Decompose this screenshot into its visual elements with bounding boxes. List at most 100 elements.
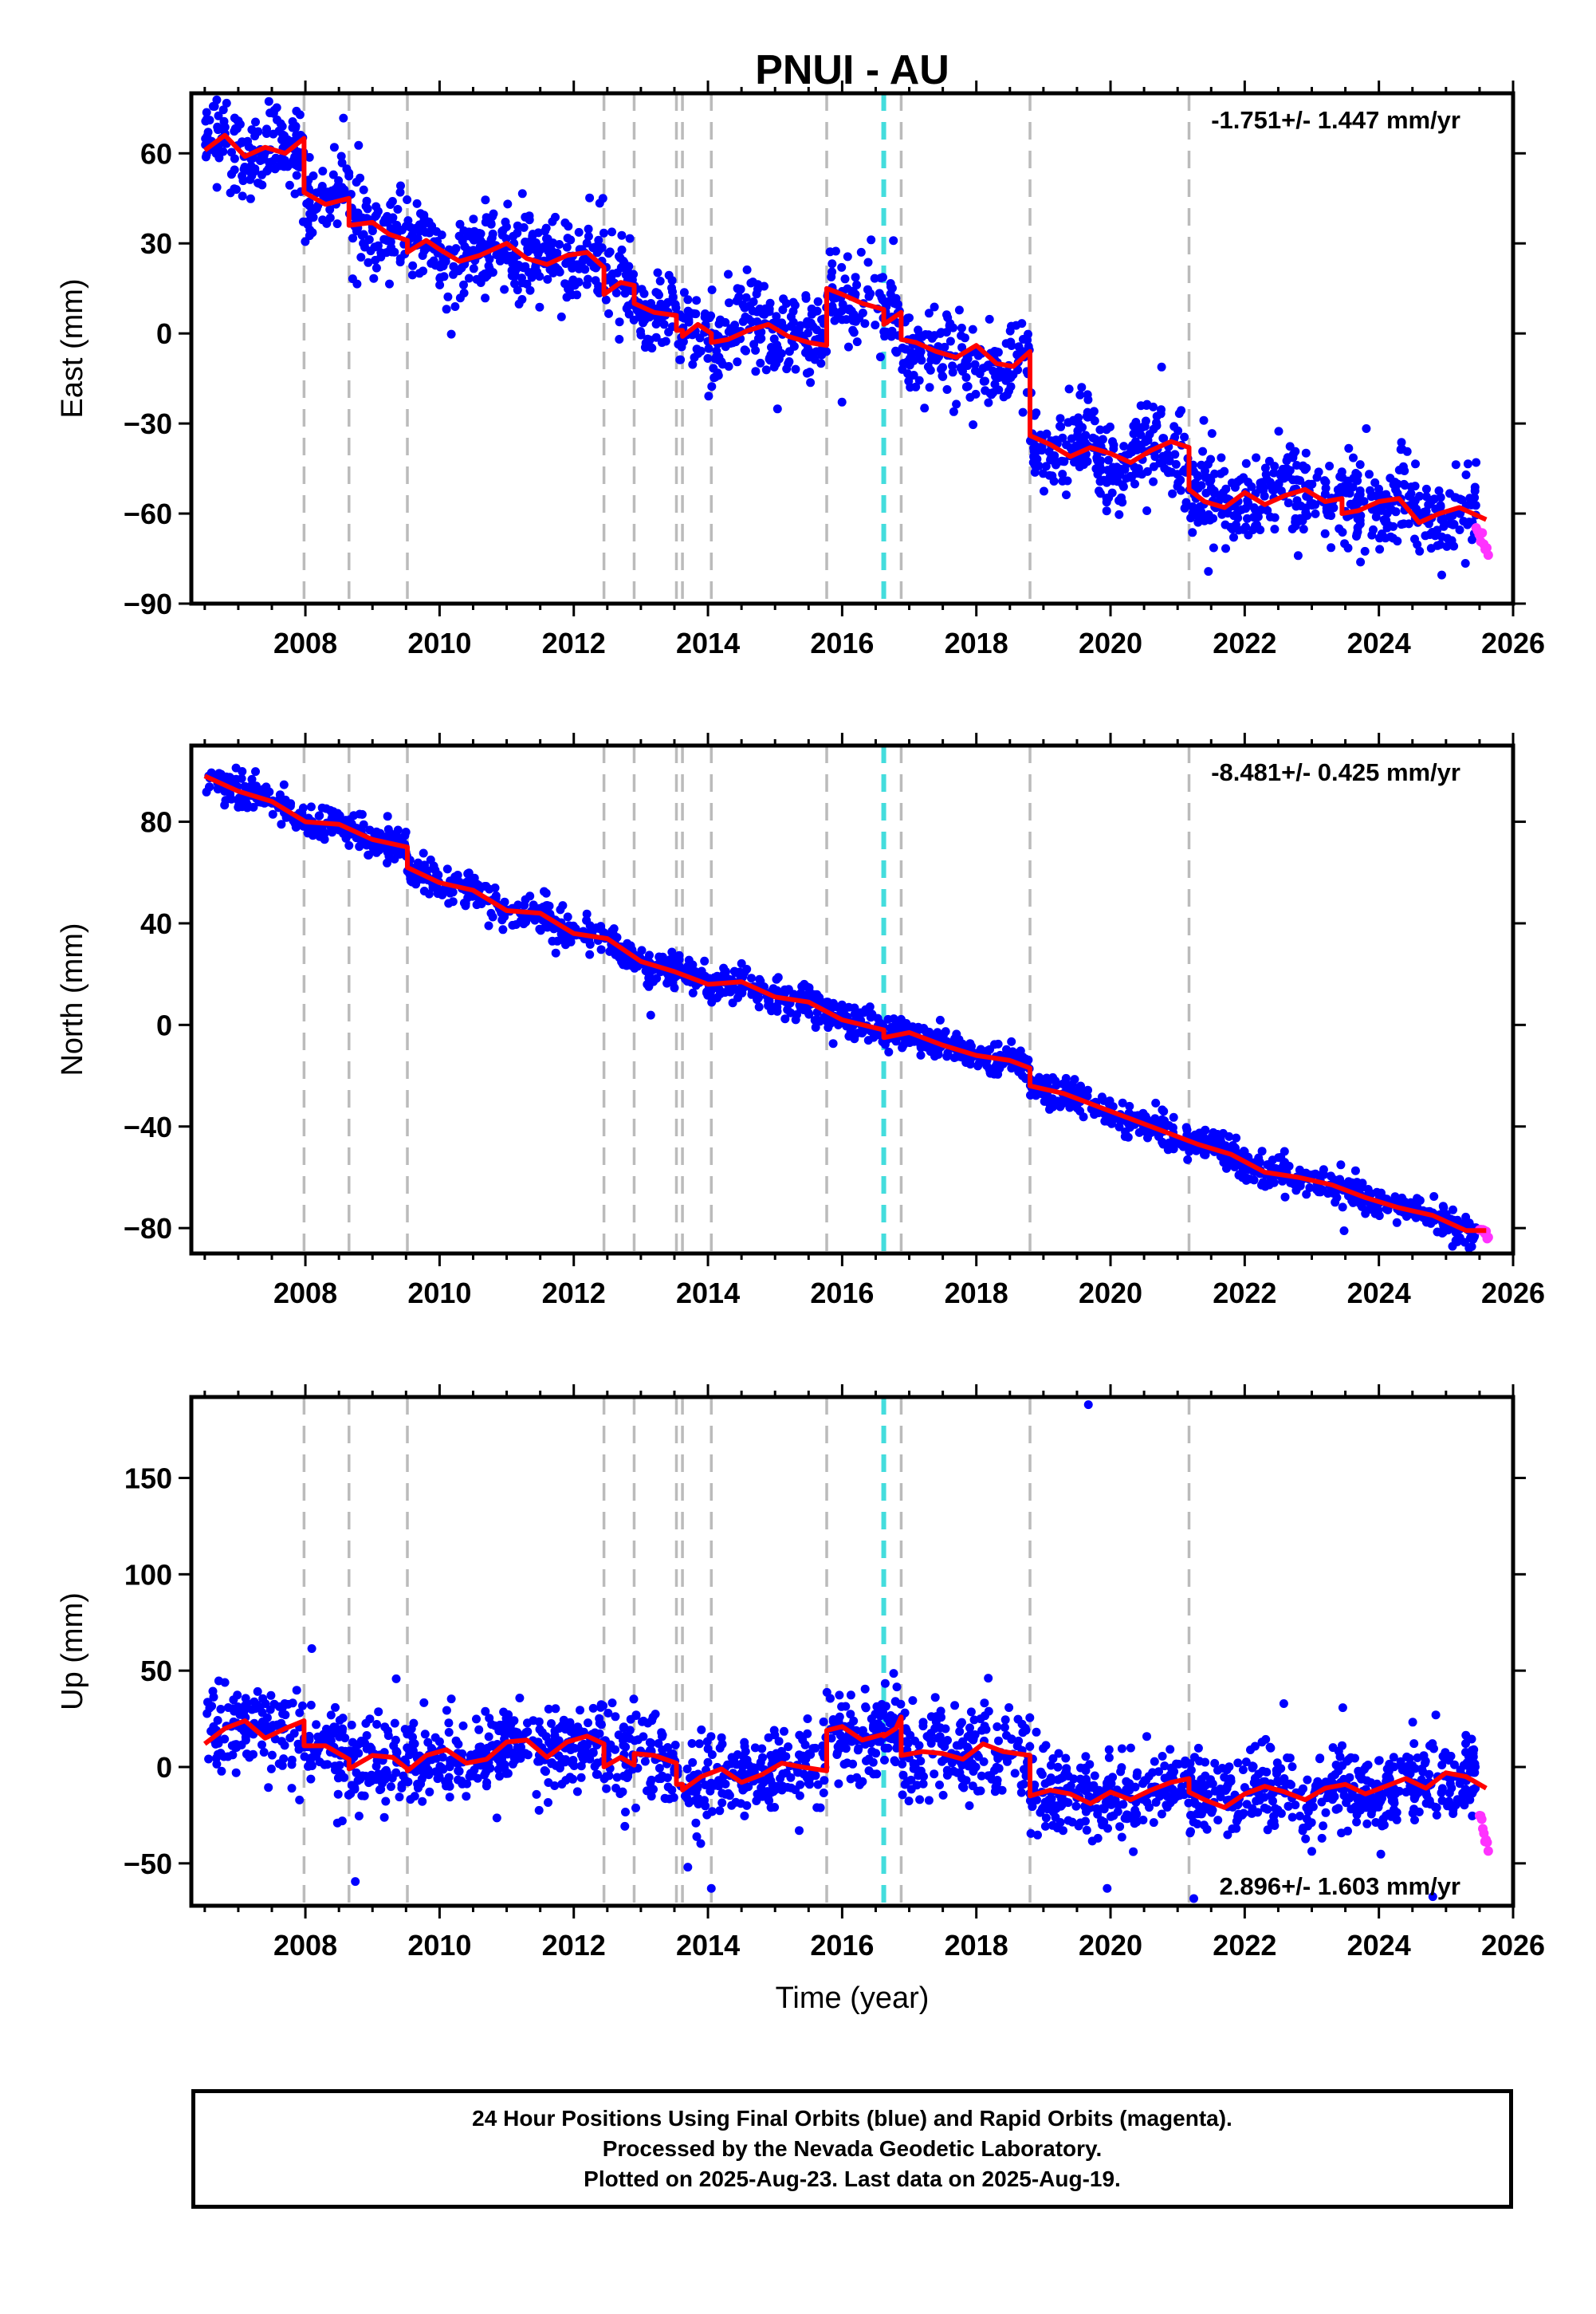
final-orbit-point bbox=[263, 166, 272, 175]
final-orbit-point bbox=[990, 1040, 999, 1049]
final-orbit-point bbox=[227, 169, 237, 179]
final-orbit-point bbox=[371, 263, 381, 273]
final-orbit-point bbox=[852, 337, 862, 347]
final-orbit-point bbox=[1001, 339, 1011, 348]
final-orbit-point bbox=[1463, 459, 1472, 469]
final-orbit-point bbox=[222, 98, 231, 108]
final-orbit-point bbox=[517, 295, 527, 304]
final-orbit-point bbox=[875, 352, 885, 362]
final-orbit-point bbox=[240, 781, 250, 791]
final-orbit-point bbox=[391, 1746, 401, 1756]
final-orbit-point bbox=[462, 1792, 471, 1801]
final-orbit-point bbox=[500, 285, 509, 294]
final-orbit-point bbox=[285, 801, 295, 811]
final-orbit-point bbox=[564, 222, 573, 231]
final-orbit-point bbox=[1141, 437, 1150, 447]
final-orbit-point bbox=[295, 1795, 305, 1804]
x-tick-label: 2022 bbox=[1213, 627, 1276, 659]
final-orbit-point bbox=[1159, 434, 1169, 443]
final-orbit-point bbox=[1287, 524, 1297, 533]
final-orbit-point bbox=[1253, 512, 1263, 521]
final-orbit-point bbox=[1397, 1193, 1407, 1202]
final-orbit-point bbox=[484, 262, 493, 270]
final-orbit-point bbox=[281, 795, 290, 805]
final-orbit-point bbox=[655, 277, 665, 285]
rapid-orbit-point bbox=[1483, 1232, 1493, 1242]
final-orbit-point bbox=[1208, 1131, 1217, 1141]
final-orbit-point bbox=[645, 1737, 655, 1747]
final-orbit-point bbox=[1125, 1101, 1134, 1111]
final-orbit-point bbox=[1234, 1171, 1244, 1180]
final-orbit-point bbox=[848, 310, 858, 320]
final-orbit-point bbox=[1338, 473, 1347, 482]
final-orbit-point bbox=[1104, 455, 1113, 465]
final-orbit-point bbox=[999, 392, 1008, 402]
final-orbit-point bbox=[1421, 1218, 1431, 1227]
final-orbit-point bbox=[1006, 382, 1016, 392]
final-orbit-point bbox=[1463, 520, 1472, 529]
final-orbit-point bbox=[1114, 1122, 1124, 1131]
final-orbit-point bbox=[1326, 502, 1335, 511]
final-orbit-point bbox=[820, 1776, 829, 1785]
final-orbit-point bbox=[1433, 541, 1442, 550]
final-orbit-point bbox=[968, 325, 977, 334]
final-orbit-point bbox=[332, 219, 342, 229]
final-orbit-point bbox=[1008, 370, 1018, 380]
final-orbit-point bbox=[898, 1759, 907, 1769]
final-orbit-point bbox=[201, 116, 210, 126]
final-orbit-point bbox=[446, 329, 456, 339]
final-orbit-point bbox=[871, 321, 880, 330]
final-orbit-point bbox=[742, 265, 752, 274]
final-orbit-point bbox=[257, 1740, 266, 1749]
final-orbit-point bbox=[241, 796, 250, 805]
final-orbit-point bbox=[898, 1790, 907, 1800]
final-orbit-point bbox=[1393, 489, 1402, 498]
final-orbit-point bbox=[1151, 1098, 1161, 1108]
final-orbit-point bbox=[287, 1784, 297, 1793]
final-orbit-point bbox=[408, 1733, 417, 1741]
final-orbit-point bbox=[926, 356, 936, 365]
final-orbit-point bbox=[535, 924, 544, 934]
final-orbit-point bbox=[541, 888, 551, 898]
final-orbit-point bbox=[407, 230, 417, 240]
final-orbit-point bbox=[216, 1705, 226, 1714]
final-orbit-point bbox=[1335, 1175, 1345, 1184]
final-orbit-point bbox=[504, 1710, 513, 1719]
x-tick-label: 2016 bbox=[810, 627, 874, 659]
final-orbit-point bbox=[529, 900, 538, 910]
final-orbit-point bbox=[646, 1010, 655, 1020]
final-orbit-point bbox=[930, 302, 939, 312]
final-orbit-point bbox=[521, 262, 530, 271]
final-orbit-point bbox=[588, 1703, 598, 1713]
final-orbit-point bbox=[917, 356, 926, 365]
final-orbit-point bbox=[688, 360, 698, 369]
final-orbit-point bbox=[1037, 1769, 1047, 1779]
final-orbit-point bbox=[1274, 427, 1283, 436]
final-orbit-point bbox=[230, 124, 240, 133]
final-orbit-point bbox=[1201, 488, 1211, 498]
final-orbit-point bbox=[631, 1803, 640, 1812]
final-orbit-point bbox=[1117, 1832, 1126, 1842]
final-orbit-point bbox=[535, 272, 544, 281]
final-orbit-point bbox=[772, 404, 782, 414]
final-orbit-point bbox=[961, 372, 971, 382]
final-orbit-point bbox=[238, 176, 248, 186]
final-orbit-point bbox=[1174, 409, 1184, 419]
final-orbit-point bbox=[849, 328, 859, 337]
final-orbit-point bbox=[621, 1808, 630, 1816]
final-orbit-point bbox=[1080, 439, 1090, 449]
final-orbit-point bbox=[1106, 422, 1114, 431]
final-orbit-point bbox=[716, 315, 725, 325]
final-orbit-point bbox=[1321, 1808, 1331, 1817]
final-orbit-point bbox=[1443, 1225, 1453, 1234]
final-orbit-point bbox=[481, 195, 490, 205]
final-orbit-point bbox=[280, 1741, 289, 1750]
final-orbit-point bbox=[1356, 1805, 1366, 1815]
final-orbit-point bbox=[836, 1007, 846, 1016]
final-orbit-point bbox=[482, 882, 491, 891]
final-orbit-point bbox=[865, 1002, 875, 1012]
final-orbit-point bbox=[464, 274, 474, 283]
final-orbit-point bbox=[1417, 511, 1426, 521]
final-orbit-point bbox=[930, 1769, 939, 1779]
final-orbit-point bbox=[543, 235, 552, 245]
